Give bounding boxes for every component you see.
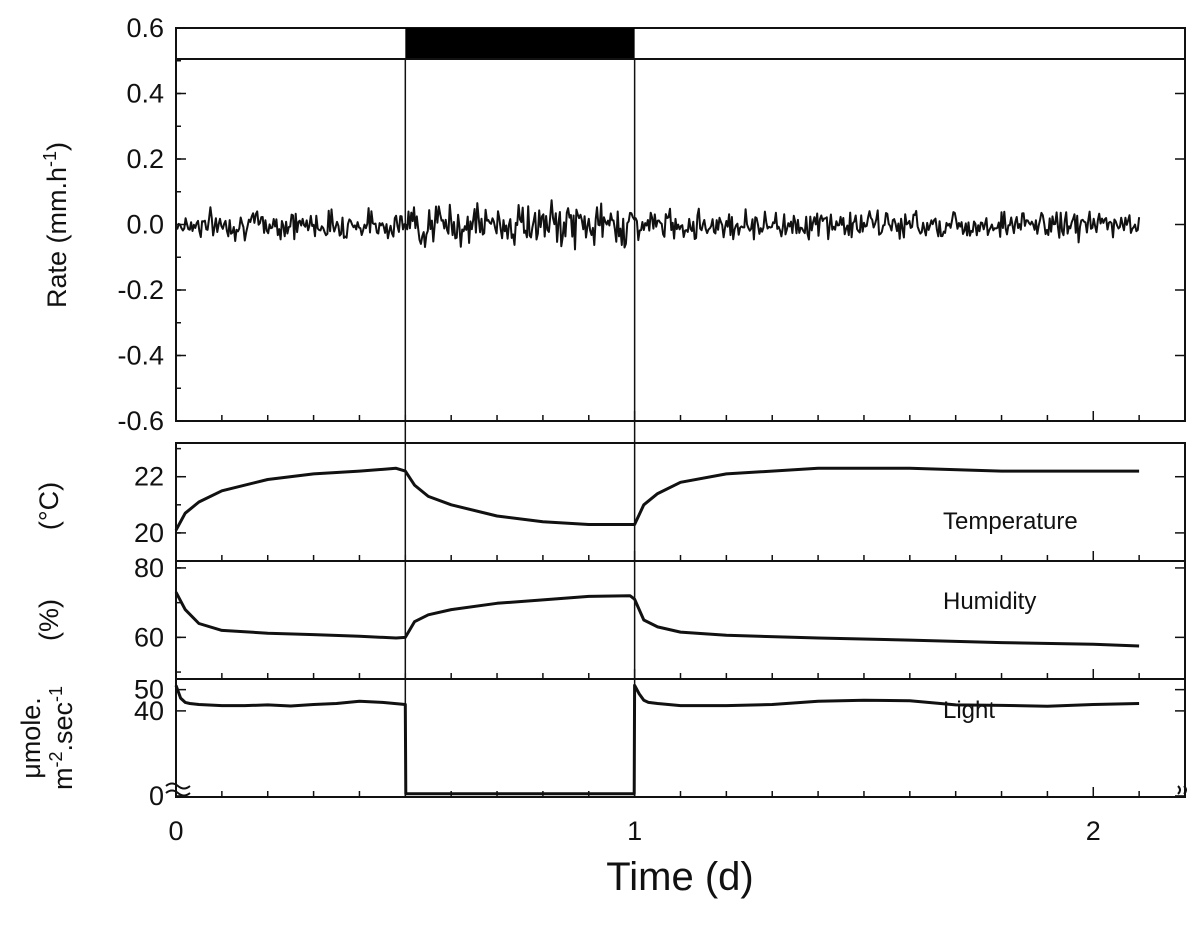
rate-ytick-label: 0.4 [126,79,164,109]
light-ytick-label: 0 [149,781,164,811]
rate-ytick-label: -0.6 [117,406,164,436]
rate-ytick-label: -0.4 [117,341,164,371]
rate-ytick-label: 0.2 [126,144,164,174]
x-tick-label: 0 [168,816,183,846]
humidity-series-line [174,591,1140,648]
temperature-panel-frame [175,442,1186,562]
humidity-panel-frame [175,560,1186,680]
axis-break-marks [165,782,1187,797]
light-ytick-label: 50 [134,675,164,705]
temperature-ytick-label: 20 [134,518,164,548]
light-series-line [174,683,1140,796]
light-ytick-label: 40 [134,696,164,726]
x-axis-title: Time (d) [606,855,753,899]
rate-axis-title: Rate (mm.h-1) [40,142,72,308]
light-series-label: Light [943,697,995,724]
temperature-series-line [174,466,1140,531]
humidity-series-label: Humidity [943,588,1036,615]
humidity-ytick-label: 60 [134,622,164,652]
temperature-series-label: Temperature [943,508,1078,535]
light-axis-title-line2: m-2.sec-1 [46,686,78,790]
light-panel-frame [175,678,1186,798]
rate-ytick-label: 0.6 [126,13,164,43]
x-tick-label: 1 [627,816,642,846]
rate-ytick-label: 0.0 [126,210,164,240]
temperature-ytick-label: 22 [134,462,164,492]
humidity-ytick-label: 80 [134,553,164,583]
rate-series-line [175,199,1141,251]
rate-ytick-label: -0.2 [117,275,164,305]
humidity-axis-title: (%) [34,599,64,641]
temperature-axis-title: (°C) [34,482,64,530]
light-axis-title-line1: μmole. [16,697,46,779]
x-tick-label: 2 [1086,816,1101,846]
dark-period-bar [405,28,635,59]
